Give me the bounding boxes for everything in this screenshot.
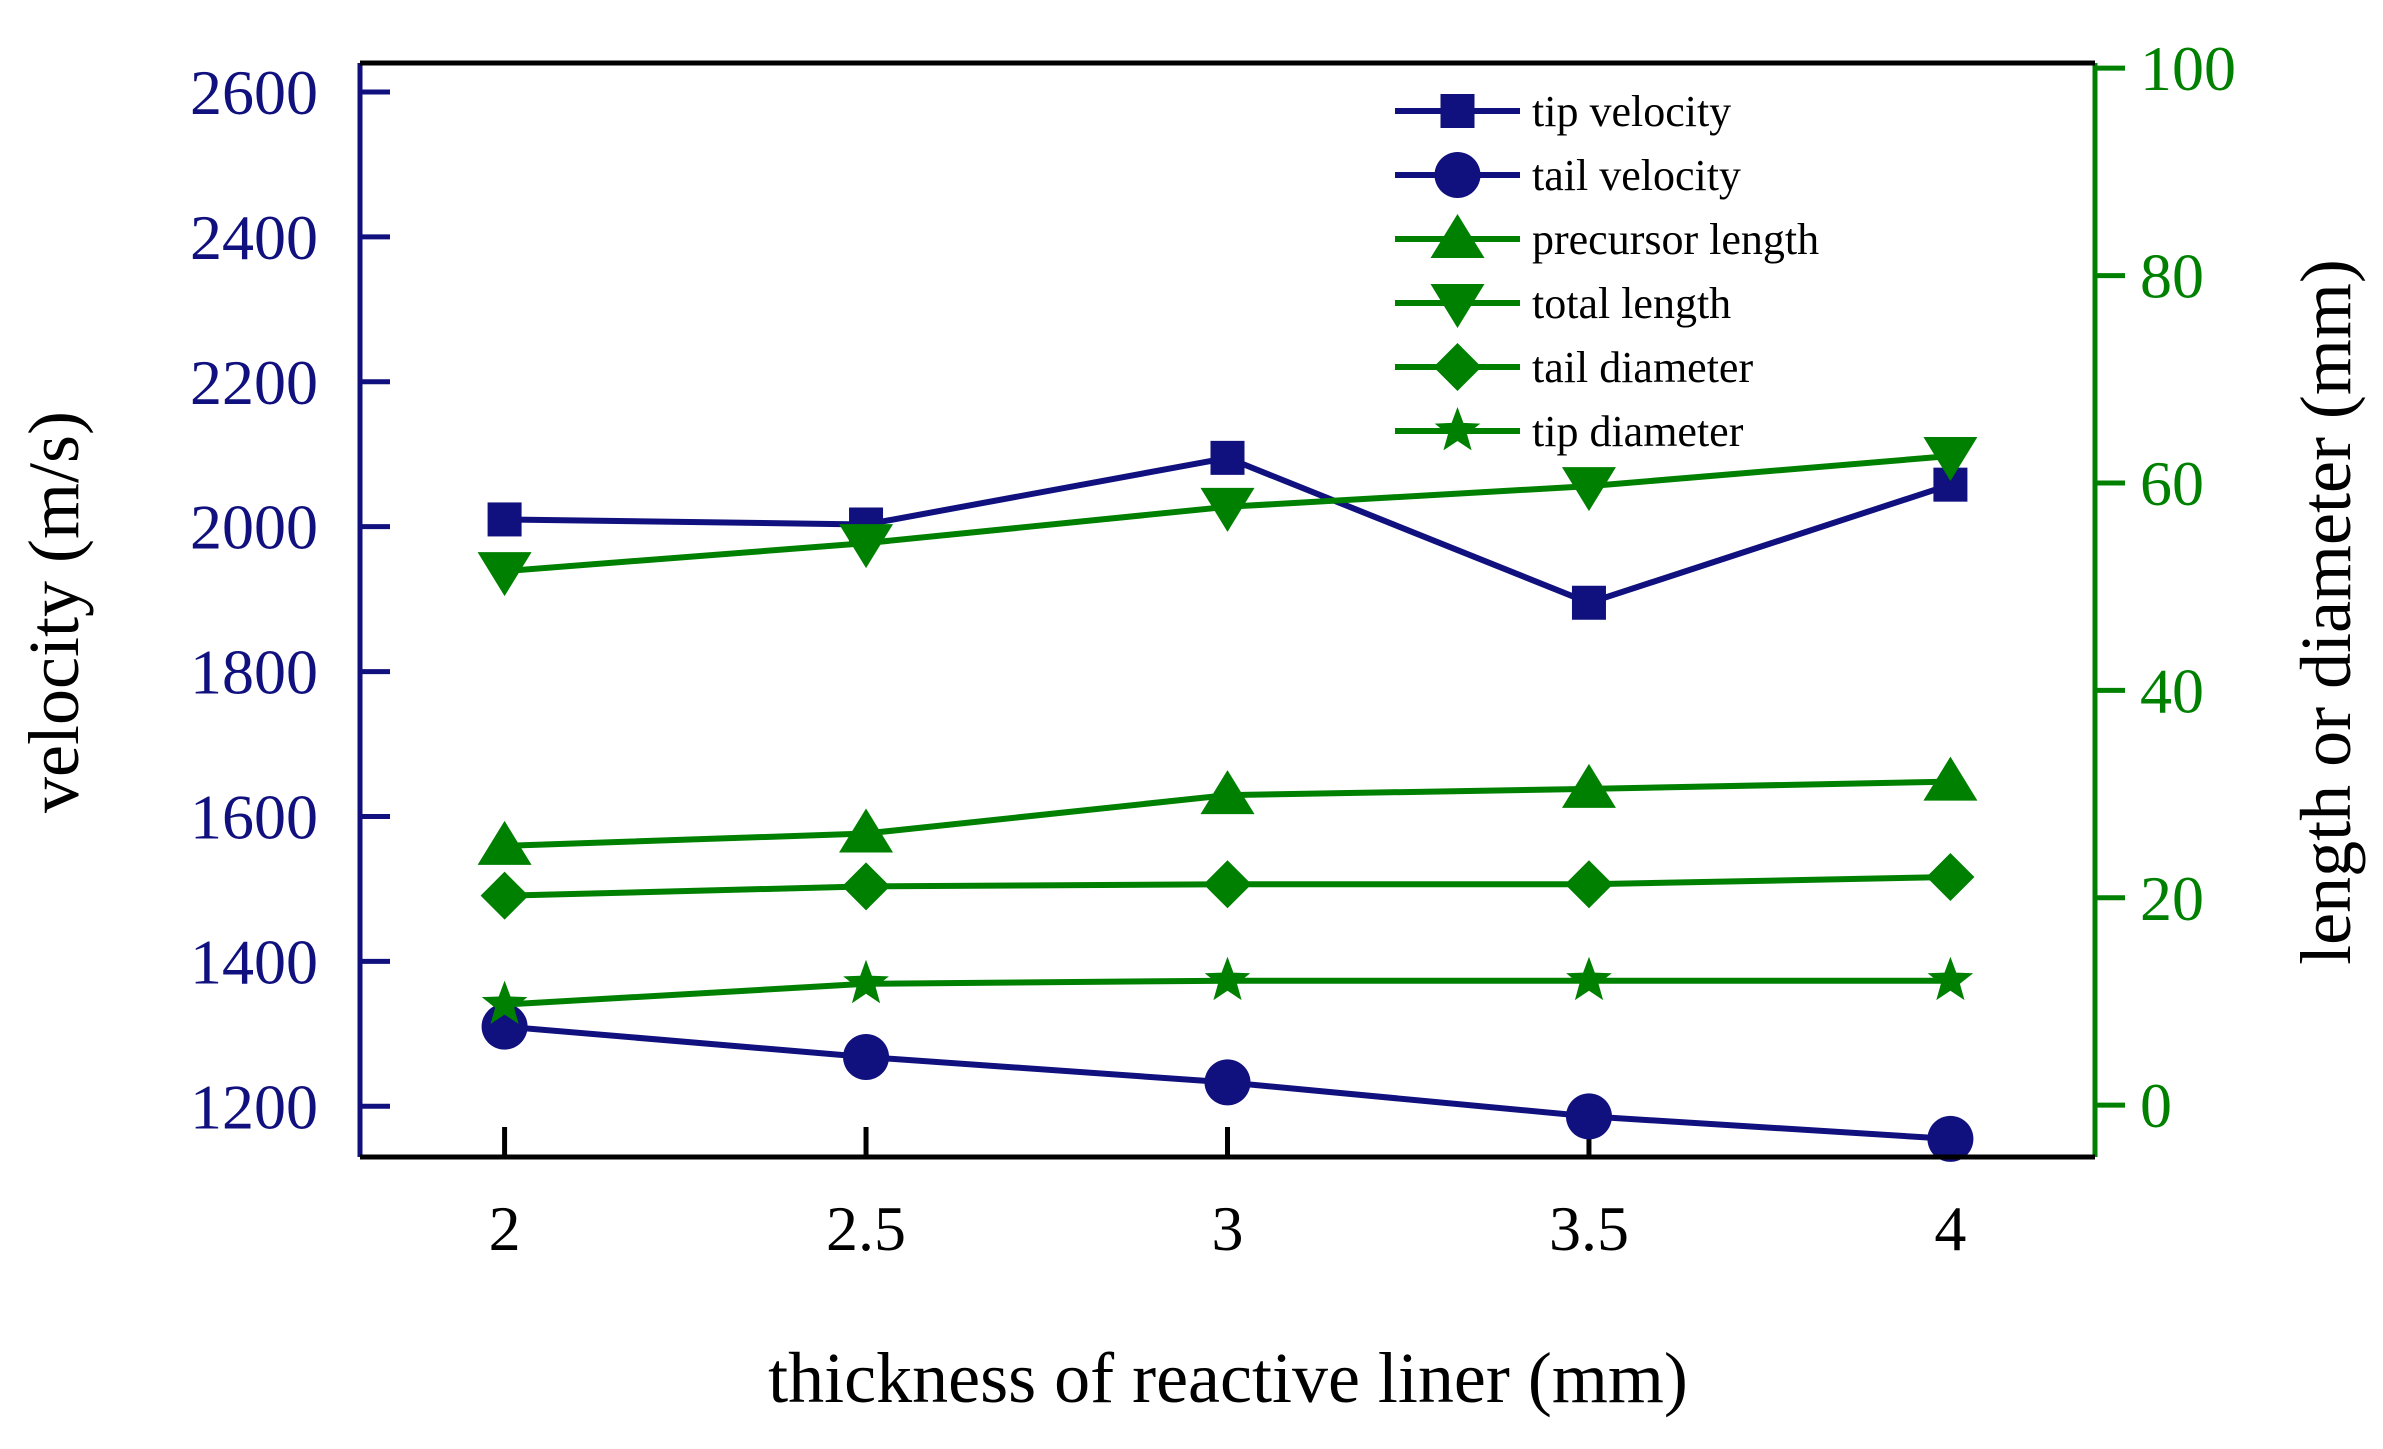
y-right-tick-label: 60 xyxy=(2140,448,2204,519)
y-axis-right-title: length or diameter (mm) xyxy=(2286,259,2366,965)
legend-entry: tip velocity xyxy=(1395,87,1731,136)
y-left-tick-label: 1200 xyxy=(190,1071,318,1142)
y-right-tick-label: 100 xyxy=(2140,33,2236,104)
marker-star xyxy=(843,959,889,1004)
marker-triangle-up xyxy=(1923,756,1978,801)
y-right-tick-label: 80 xyxy=(2140,241,2204,312)
x-tick-label: 3 xyxy=(1212,1193,1244,1264)
marker-circle xyxy=(1927,1115,1974,1162)
marker-diamond xyxy=(1926,853,1975,902)
legend-label: tail velocity xyxy=(1532,151,1741,200)
marker-square xyxy=(1571,585,1606,620)
x-tick-label: 2.5 xyxy=(826,1193,906,1264)
marker-star xyxy=(481,980,528,1024)
legend-label: tail diameter xyxy=(1532,343,1753,392)
legend-label: tip diameter xyxy=(1532,407,1744,456)
marker-square xyxy=(487,502,522,537)
marker-star xyxy=(1927,956,1974,1001)
y-left-tick-label: 1800 xyxy=(190,637,318,708)
x-axis-title: thickness of reactive liner (mm) xyxy=(768,1338,1688,1418)
x-tick-label: 3.5 xyxy=(1549,1193,1629,1264)
y-right-tick-label: 40 xyxy=(2140,655,2204,726)
y-left-tick-label: 1400 xyxy=(190,926,318,997)
marker-diamond xyxy=(1564,860,1613,909)
series-layer xyxy=(477,437,1978,1162)
legend-label: precursor length xyxy=(1532,215,1819,264)
marker-triangle-down xyxy=(1200,487,1255,532)
legend-entry: total length xyxy=(1395,279,1731,328)
series-precursor-length xyxy=(477,756,1978,865)
series-tail-diameter xyxy=(480,853,1975,920)
marker-circle xyxy=(1565,1093,1612,1140)
y-right-tick-label: 0 xyxy=(2140,1070,2172,1141)
x-tick-label: 4 xyxy=(1934,1193,1966,1264)
plot-frame xyxy=(357,60,2098,1160)
marker-diamond xyxy=(480,871,529,920)
axis-ticks xyxy=(360,65,2125,1157)
y-axis-left-title: velocity (m/s) xyxy=(14,411,94,813)
legend-entry: tail diameter xyxy=(1395,343,1753,392)
marker-diamond xyxy=(1203,860,1252,909)
marker-triangle-down xyxy=(839,524,894,569)
marker-circle xyxy=(843,1034,890,1081)
marker-triangle-down xyxy=(477,552,532,597)
series-tip-diameter xyxy=(481,956,1974,1024)
marker-square xyxy=(1440,94,1475,128)
legend-label: total length xyxy=(1532,279,1731,328)
x-tick-label: 2 xyxy=(489,1193,521,1264)
marker-triangle-down xyxy=(1561,467,1616,512)
legend: tip velocity tail velocity precursor lengt… xyxy=(1395,87,1819,456)
marker-square xyxy=(1210,440,1245,475)
marker-star xyxy=(1434,407,1481,451)
marker-triangle-down xyxy=(1923,437,1978,482)
marker-diamond xyxy=(1433,343,1482,391)
marker-triangle-down xyxy=(1430,284,1485,328)
marker-triangle-up xyxy=(1200,770,1255,815)
legend-entry: tip diameter xyxy=(1395,407,1744,456)
marker-circle xyxy=(1434,152,1481,198)
legend-entry: tail velocity xyxy=(1395,151,1741,200)
y-left-tick-label: 2600 xyxy=(190,57,318,128)
marker-star xyxy=(1204,956,1251,1001)
y-left-tick-label: 2000 xyxy=(190,492,318,563)
marker-triangle-up xyxy=(1430,214,1485,258)
legend-entry: precursor length xyxy=(1395,214,1819,264)
marker-triangle-up xyxy=(1561,763,1616,808)
marker-circle xyxy=(1204,1059,1251,1106)
y-left-tick-label: 1600 xyxy=(190,781,318,852)
marker-diamond xyxy=(842,862,891,911)
marker-star xyxy=(1566,956,1612,1001)
y-left-tick-label: 2200 xyxy=(190,347,318,418)
series-total-length xyxy=(477,437,1978,597)
y-left-tick-label: 2400 xyxy=(190,202,318,273)
tick-labels: 1200 1400 1600 1800 2000 2200 2400 2600 0 20 40 60 8… xyxy=(190,33,2236,1264)
legend-label: tip velocity xyxy=(1532,87,1731,136)
marker-triangle-up xyxy=(477,820,532,865)
marker-triangle-up xyxy=(839,808,894,853)
y-right-tick-label: 20 xyxy=(2140,863,2204,934)
